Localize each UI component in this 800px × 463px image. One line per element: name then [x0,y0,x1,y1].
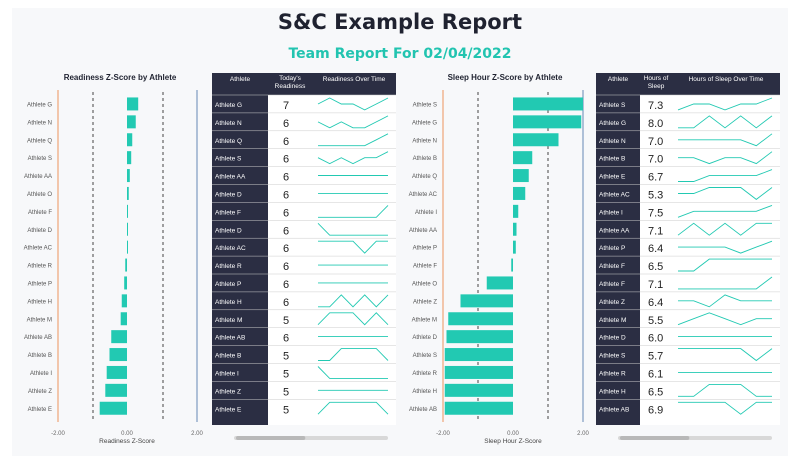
readiness-chart-title: Readiness Z-Score by Athlete [63,73,177,82]
report-title: S&C Example Report [277,10,523,34]
report-subtitle: Team Report For 02/04/2022 [288,46,512,62]
sleep-chart-title: Sleep Hour Z-Score by Athlete [447,73,563,82]
